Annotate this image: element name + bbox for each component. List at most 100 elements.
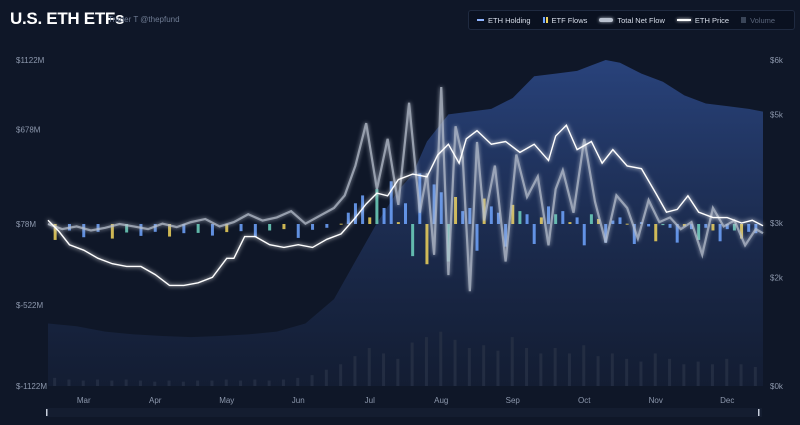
legend-item-etf-flows[interactable]: ETF Flows	[542, 15, 588, 25]
range-scrollbar-track[interactable]	[46, 408, 762, 417]
etf-flow-bar	[311, 224, 315, 230]
legend-item-total-net-flow[interactable]: Total Net Flow	[599, 16, 665, 25]
volume-bar	[668, 358, 672, 386]
etf-flow-bar	[675, 224, 679, 243]
etf-flow-bar	[589, 214, 593, 224]
etf-flow-bar	[196, 224, 200, 233]
etf-flow-bar	[253, 224, 257, 238]
etf-flow-bar	[697, 224, 701, 240]
etf-flow-bar	[690, 224, 693, 230]
etf-flow-bar	[504, 224, 508, 247]
etf-flow-bar	[511, 204, 515, 224]
etf-flow-bar	[353, 203, 357, 224]
volume-bar	[239, 380, 243, 386]
etf-flow-bar	[53, 224, 57, 240]
volume-bar	[81, 380, 85, 386]
chart-subtitle: Trader T @thepfund	[108, 15, 180, 24]
etf-flow-bar	[461, 211, 465, 224]
volume-bar	[153, 381, 157, 386]
legend-item-eth-holding[interactable]: ETH Holding	[477, 16, 531, 25]
etf-flow-bar	[568, 222, 572, 224]
range-scrollbar-right-handle[interactable]	[758, 409, 760, 416]
x-axis-tick-label: Mar	[77, 396, 91, 405]
volume-bar	[53, 377, 57, 386]
volume-bar	[610, 353, 614, 386]
etf-flow-bar	[168, 224, 172, 237]
etf-flow-bar	[432, 184, 436, 224]
volume-bar	[482, 345, 486, 386]
etf-flow-bar	[425, 224, 429, 265]
volume-bar	[424, 337, 428, 386]
etf-flow-bar	[618, 217, 622, 224]
volume-bar	[224, 379, 228, 386]
x-axis-tick-label: Sep	[506, 396, 521, 405]
etf-flow-bar	[632, 224, 636, 244]
etf-flow-bar	[582, 224, 586, 246]
etf-flow-bar	[346, 212, 350, 224]
etf-flow-bar	[468, 207, 472, 224]
etf-flow-bar	[532, 224, 536, 244]
volume-bar	[510, 337, 514, 386]
etf-flow-bar	[418, 173, 422, 224]
volume-bar	[124, 379, 128, 386]
etf-flow-bar	[153, 224, 157, 232]
etf-flow-bar	[725, 224, 729, 230]
etf-flow-bar	[732, 224, 736, 231]
volume-bar	[639, 361, 643, 386]
legend-item-eth-price[interactable]: ETH Price	[676, 16, 729, 25]
eth-price-swatch-icon	[676, 19, 691, 21]
volume-bar	[67, 379, 71, 386]
legend-label: ETH Holding	[488, 15, 531, 25]
etf-flow-bar	[210, 224, 214, 236]
volume-bar	[210, 380, 214, 386]
etf-flow-bar	[625, 223, 629, 225]
left-axis-tick-label: $1122M	[16, 56, 45, 65]
etf-flow-bar	[518, 211, 522, 224]
etf-flow-bar	[539, 217, 543, 224]
volume-bar	[353, 356, 357, 386]
etf-flow-bar	[82, 224, 86, 238]
etf-flow-bar	[182, 224, 186, 234]
etf-flow-bar	[239, 224, 243, 232]
etf-flow-bar	[747, 224, 751, 232]
etf-flow-bar	[525, 214, 529, 224]
total-net-flow-swatch-icon	[599, 18, 614, 22]
etf-flow-bar	[125, 224, 129, 233]
volume-bar	[324, 369, 328, 386]
volume-bar	[367, 347, 371, 386]
volume-bar	[739, 364, 743, 386]
legend-label: ETF Flows	[551, 15, 588, 25]
volume-bar	[710, 364, 714, 386]
volume-bar	[382, 353, 386, 386]
etf-flow-bar	[282, 224, 286, 230]
etf-flow-bar	[454, 196, 458, 224]
etf-flow-bar	[404, 203, 407, 224]
x-axis-tick-label: Apr	[149, 396, 162, 405]
x-axis-tick-label: Jun	[292, 396, 305, 405]
volume-bar	[539, 353, 543, 386]
etf-flow-bar	[396, 222, 400, 224]
right-axis-tick-label: $3k	[770, 219, 784, 228]
left-axis-tick-label: $678M	[16, 126, 41, 135]
volume-bar	[496, 350, 500, 386]
volume-bar	[253, 379, 257, 386]
volume-bar	[138, 380, 142, 386]
right-axis-tick-label: $0k	[770, 382, 784, 391]
volume-bar	[196, 380, 200, 386]
etf-flow-bar	[296, 224, 300, 238]
volume-bar	[725, 358, 729, 386]
chart-legend: ETH Holding ETF Flows Total Net Flow ETH…	[468, 10, 795, 30]
volume-bar	[110, 380, 114, 386]
etf-flow-bar	[575, 217, 579, 224]
volume-bar	[567, 353, 571, 386]
volume-bar	[753, 366, 757, 386]
etf-flow-bar	[711, 224, 715, 231]
left-axis-tick-label: $-522M	[16, 301, 43, 310]
range-scrollbar-left-handle[interactable]	[46, 409, 48, 416]
volume-bar	[310, 375, 314, 386]
etf-flow-bar	[611, 220, 615, 224]
x-axis-tick-label: Aug	[434, 396, 448, 405]
etf-flow-bar	[268, 224, 272, 231]
legend-item-volume[interactable]: Volume	[741, 16, 775, 25]
